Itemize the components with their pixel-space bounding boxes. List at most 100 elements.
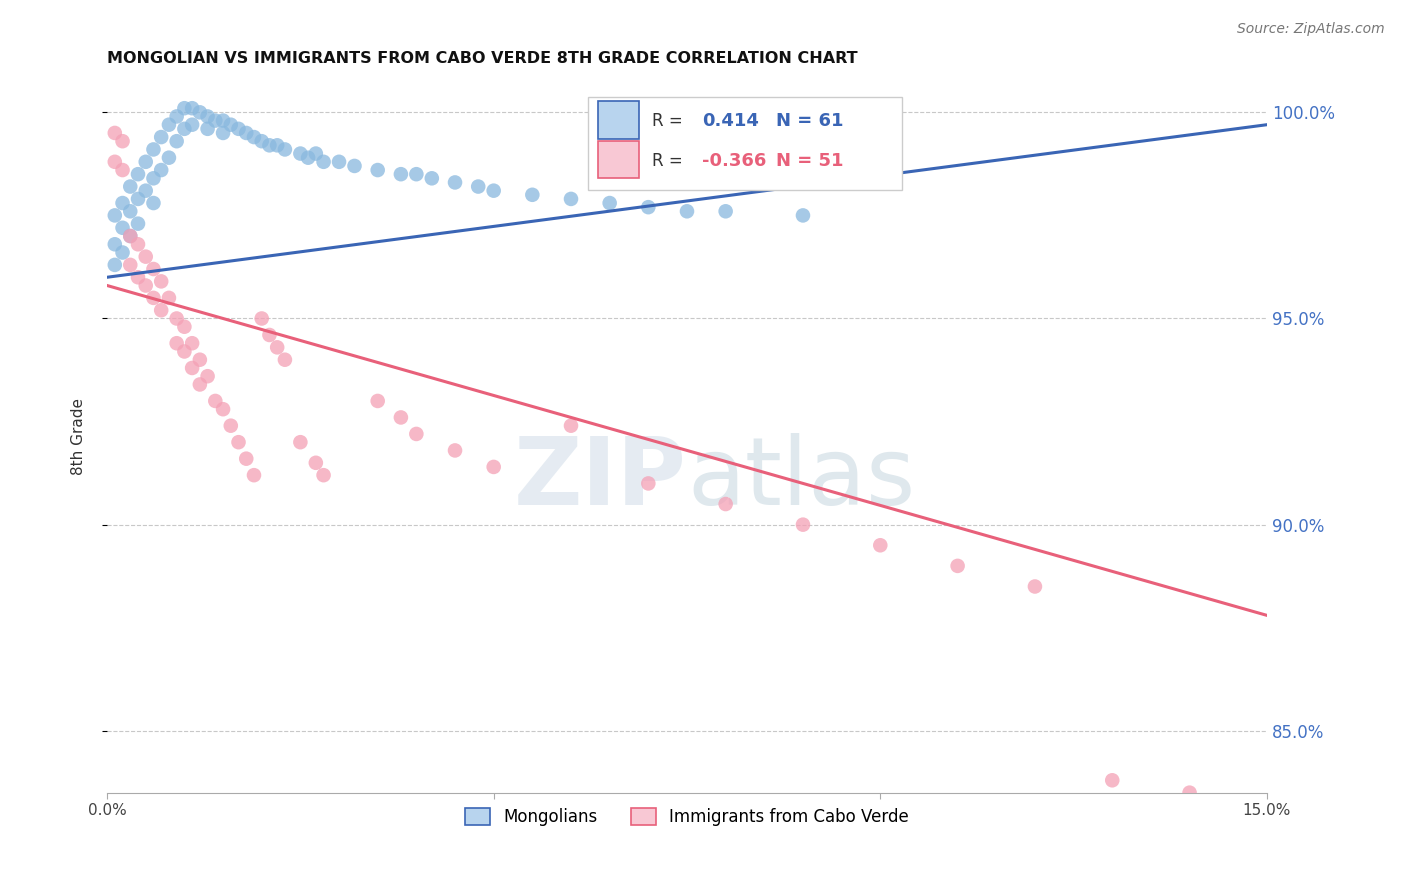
Point	[637, 200, 659, 214]
Point	[111, 163, 134, 178]
Point	[157, 151, 180, 165]
Point	[150, 163, 173, 178]
Point	[599, 196, 621, 211]
Point	[274, 143, 297, 157]
Point	[305, 456, 328, 470]
Point	[135, 250, 157, 264]
Point	[212, 113, 235, 128]
Point	[219, 418, 242, 433]
Point	[127, 217, 149, 231]
Y-axis label: 8th Grade: 8th Grade	[72, 398, 86, 475]
Point	[181, 361, 204, 376]
Point	[120, 204, 142, 219]
Point	[104, 237, 127, 252]
Point	[157, 118, 180, 132]
Point	[166, 134, 188, 148]
Point	[173, 121, 195, 136]
Point	[637, 476, 659, 491]
Point	[104, 258, 127, 272]
Point	[290, 146, 312, 161]
Point	[312, 468, 335, 483]
Point	[676, 204, 699, 219]
Point	[197, 369, 219, 384]
Point	[150, 130, 173, 145]
Text: N = 51: N = 51	[776, 153, 844, 170]
Point	[111, 220, 134, 235]
Point	[142, 262, 165, 277]
Point	[135, 184, 157, 198]
Point	[181, 336, 204, 351]
Point	[142, 291, 165, 305]
Point	[120, 229, 142, 244]
Point	[111, 196, 134, 211]
Point	[367, 163, 389, 178]
Point	[142, 171, 165, 186]
Point	[792, 517, 814, 532]
Point	[1024, 580, 1046, 594]
Point	[120, 258, 142, 272]
Point	[111, 134, 134, 148]
Point	[522, 187, 544, 202]
Point	[104, 208, 127, 222]
Point	[792, 208, 814, 222]
Point	[312, 154, 335, 169]
Point	[127, 237, 149, 252]
Point	[274, 352, 297, 367]
Text: N = 61: N = 61	[776, 112, 844, 130]
Point	[142, 143, 165, 157]
Text: atlas: atlas	[688, 433, 915, 524]
Point	[243, 130, 266, 145]
FancyBboxPatch shape	[598, 102, 640, 138]
Text: R =: R =	[652, 112, 688, 130]
Point	[111, 245, 134, 260]
Point	[104, 126, 127, 140]
Point	[405, 167, 427, 181]
Point	[173, 101, 195, 115]
Point	[1101, 773, 1123, 788]
Text: 0.414: 0.414	[702, 112, 759, 130]
Point	[250, 311, 273, 326]
Point	[173, 319, 195, 334]
Text: ZIP: ZIP	[515, 433, 688, 524]
Text: R =: R =	[652, 153, 688, 170]
Point	[135, 278, 157, 293]
Point	[444, 176, 467, 190]
Point	[212, 402, 235, 417]
Point	[389, 410, 412, 425]
Point	[142, 196, 165, 211]
Point	[181, 118, 204, 132]
Point	[343, 159, 366, 173]
Point	[1178, 786, 1201, 800]
Point	[120, 179, 142, 194]
Point	[127, 270, 149, 285]
Point	[188, 105, 211, 120]
Text: MONGOLIAN VS IMMIGRANTS FROM CABO VERDE 8TH GRADE CORRELATION CHART: MONGOLIAN VS IMMIGRANTS FROM CABO VERDE …	[107, 51, 858, 66]
Point	[188, 352, 211, 367]
Point	[235, 126, 257, 140]
Point	[482, 459, 505, 474]
Point	[228, 121, 250, 136]
Point	[266, 340, 288, 354]
Point	[204, 393, 226, 408]
FancyBboxPatch shape	[588, 97, 901, 190]
Text: -0.366: -0.366	[702, 153, 766, 170]
Point	[166, 110, 188, 124]
Point	[259, 138, 281, 153]
Point	[127, 167, 149, 181]
Point	[197, 110, 219, 124]
Point	[219, 118, 242, 132]
Point	[290, 435, 312, 450]
Point	[560, 192, 582, 206]
Point	[104, 154, 127, 169]
Point	[482, 184, 505, 198]
Point	[405, 426, 427, 441]
Point	[188, 377, 211, 392]
Point	[197, 121, 219, 136]
Point	[166, 336, 188, 351]
Point	[560, 418, 582, 433]
Point	[266, 138, 288, 153]
Point	[869, 538, 891, 552]
Point	[250, 134, 273, 148]
Point	[328, 154, 350, 169]
Text: Source: ZipAtlas.com: Source: ZipAtlas.com	[1237, 22, 1385, 37]
